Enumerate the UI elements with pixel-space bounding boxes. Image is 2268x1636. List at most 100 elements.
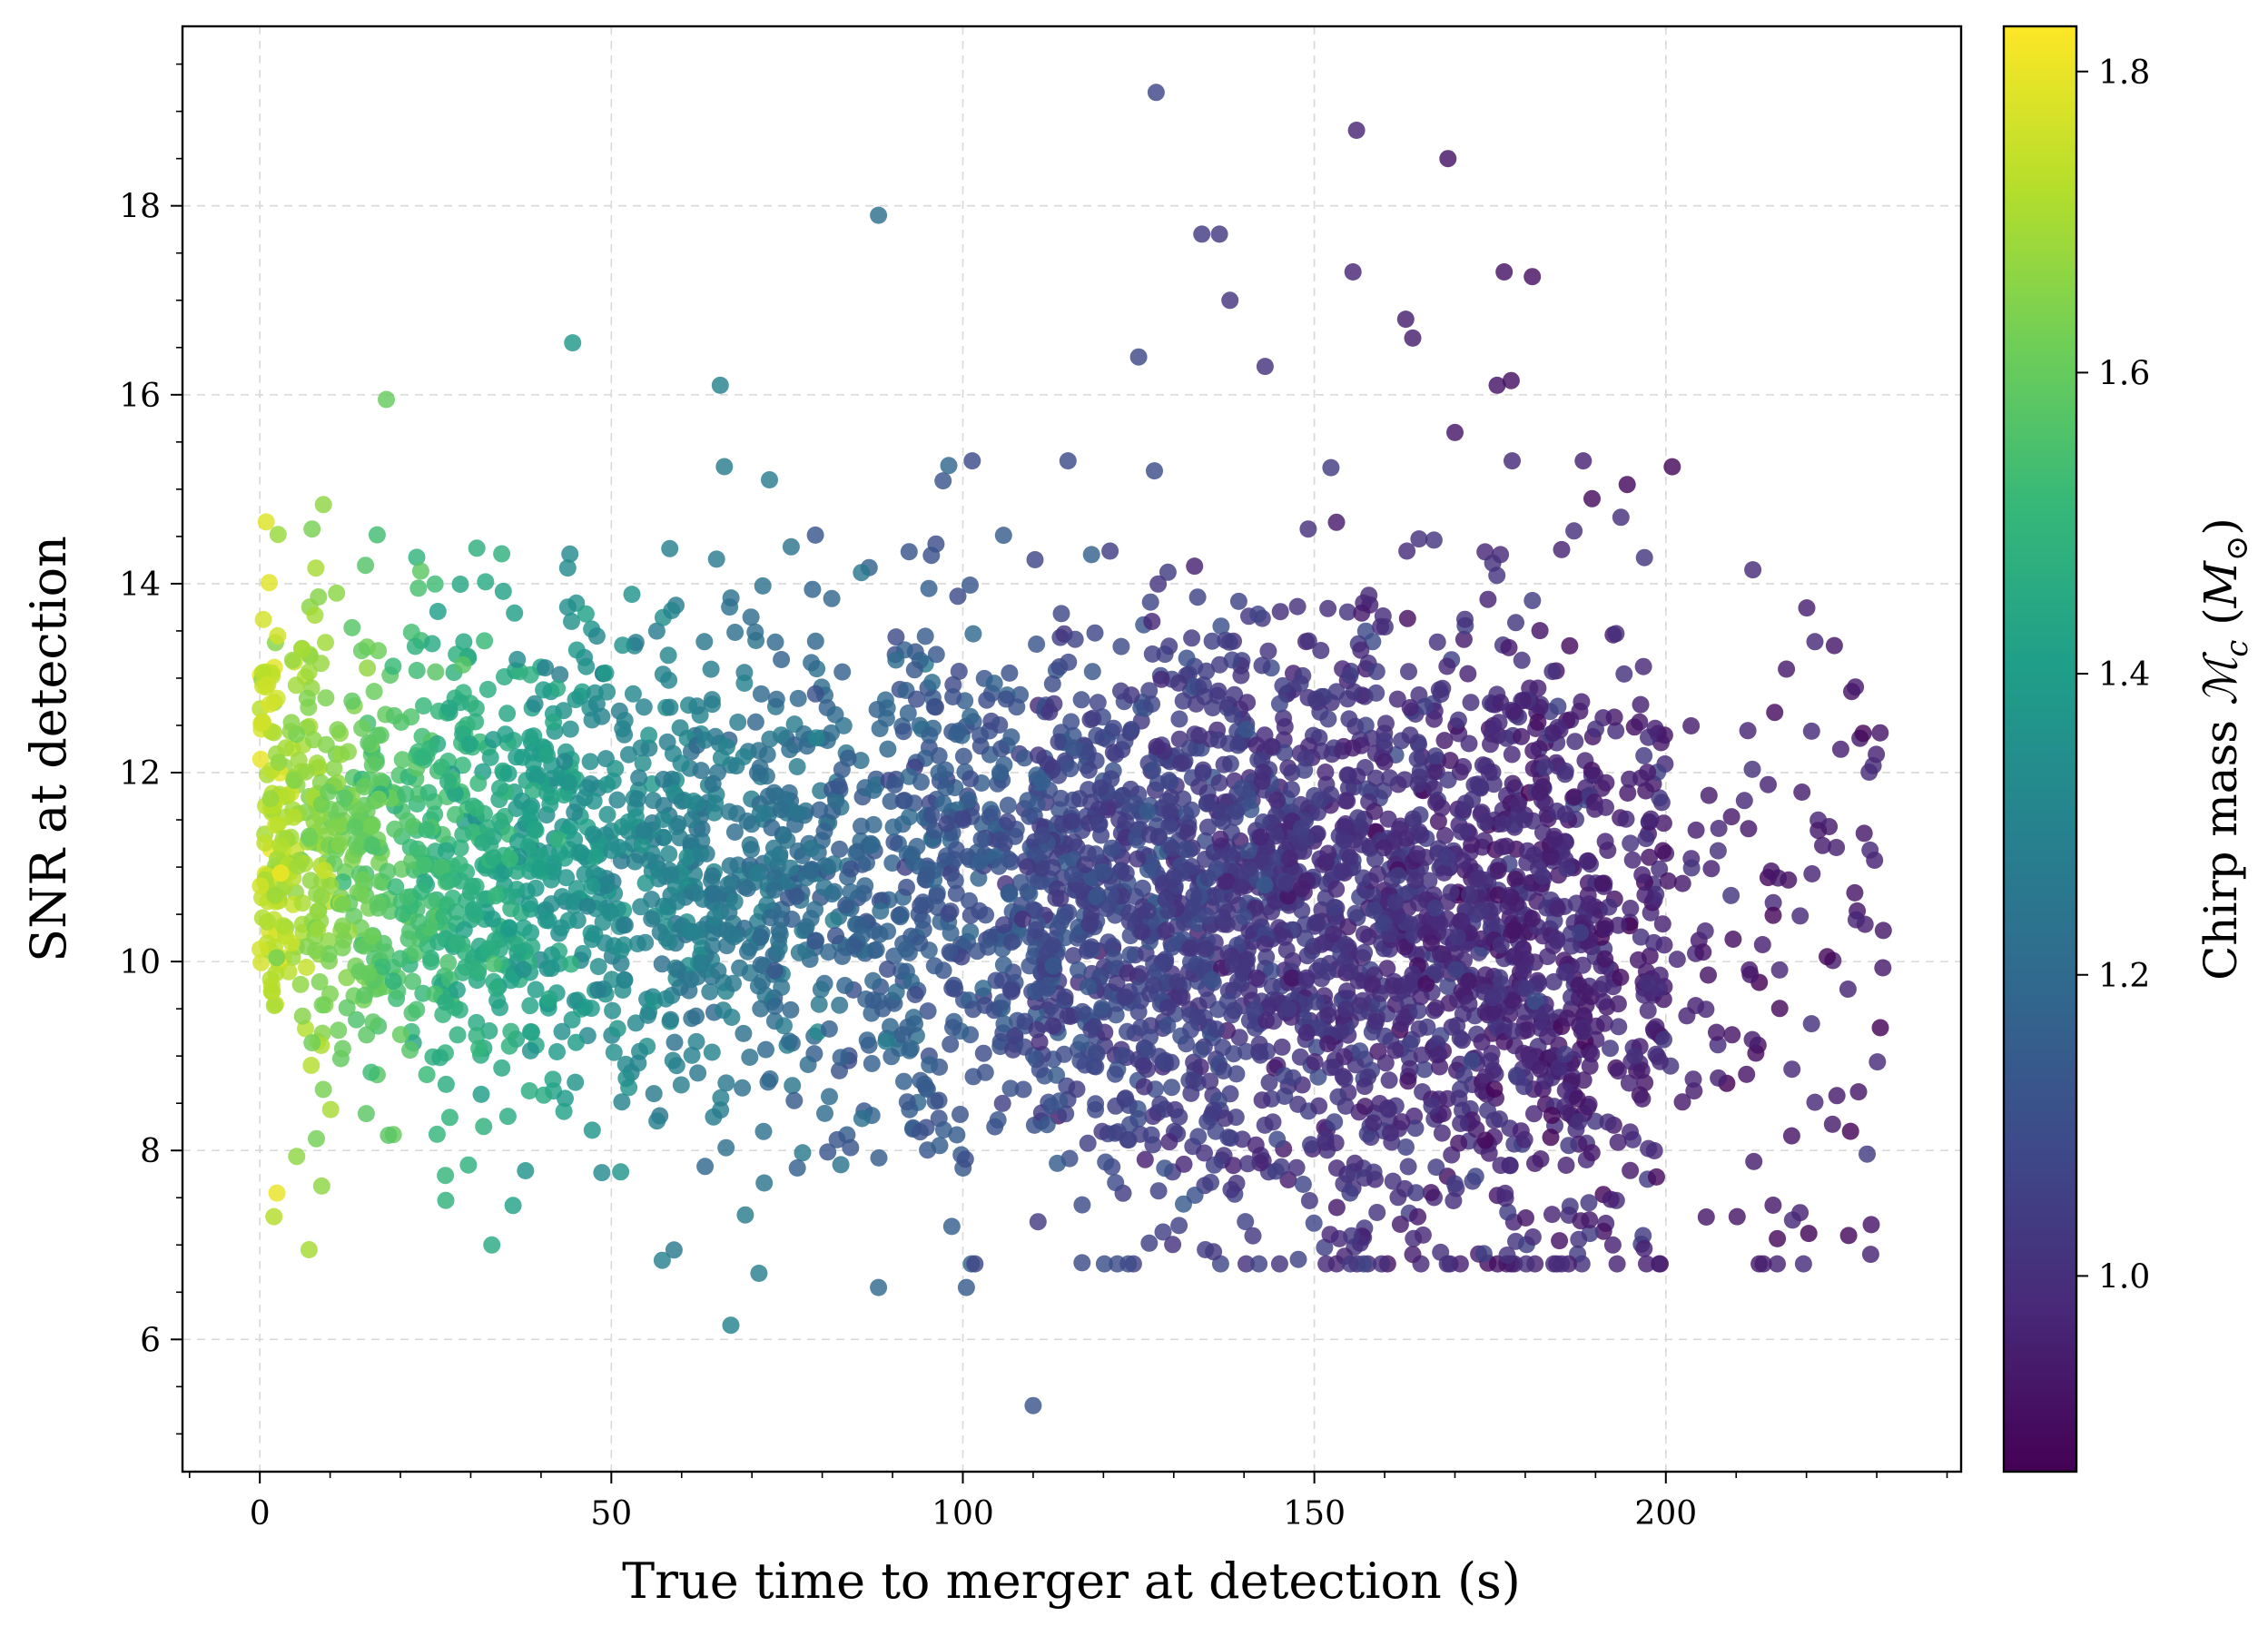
data-point: [976, 1063, 994, 1081]
data-point: [701, 982, 719, 1000]
data-point: [1224, 705, 1242, 724]
data-point: [1173, 989, 1191, 1006]
data-point: [1722, 886, 1740, 904]
data-point: [1212, 617, 1230, 636]
data-point: [1175, 1155, 1193, 1173]
data-point: [1338, 603, 1356, 621]
data-point: [1728, 1207, 1746, 1226]
data-point: [427, 663, 445, 681]
data-point: [317, 634, 334, 652]
data-point: [265, 1207, 283, 1226]
data-point: [545, 713, 563, 731]
data-point: [787, 887, 805, 905]
data-point: [439, 872, 457, 891]
data-point: [960, 791, 978, 809]
data-point: [1622, 900, 1640, 917]
data-point: [1573, 1022, 1591, 1040]
data-point: [1524, 592, 1542, 609]
data-point: [1088, 888, 1106, 906]
data-point: [833, 663, 852, 681]
data-point: [725, 823, 744, 841]
data-point: [663, 602, 681, 619]
data-point: [639, 1006, 657, 1024]
data-point: [454, 655, 472, 674]
data-point: [636, 874, 655, 892]
data-point: [1633, 866, 1652, 884]
data-point: [1108, 974, 1126, 992]
data-point: [1247, 1136, 1265, 1154]
data-point: [1684, 1070, 1702, 1089]
data-point: [1549, 697, 1567, 715]
data-point: [1368, 865, 1386, 883]
data-point: [1615, 665, 1633, 683]
data-point: [1381, 1124, 1399, 1142]
data-point: [636, 933, 655, 951]
data-point: [358, 1026, 376, 1044]
data-point: [1855, 824, 1873, 843]
data-point: [1635, 746, 1653, 764]
data-point: [1164, 1236, 1182, 1254]
data-point: [1560, 1137, 1578, 1155]
data-point: [1006, 827, 1024, 845]
data-point: [785, 1091, 804, 1109]
data-point: [1181, 939, 1199, 957]
data-point: [1635, 1239, 1653, 1257]
data-point: [431, 1049, 449, 1067]
data-point: [626, 634, 645, 652]
data-point: [837, 896, 855, 914]
data-point: [655, 796, 673, 814]
data-point: [543, 946, 561, 964]
data-point: [1507, 894, 1525, 912]
data-point: [418, 1066, 436, 1084]
data-point: [1129, 850, 1147, 868]
data-point: [752, 956, 770, 974]
data-point: [437, 1075, 455, 1093]
data-point: [426, 575, 444, 593]
data-point: [811, 801, 829, 819]
data-point: [608, 791, 626, 809]
data-point: [938, 814, 956, 833]
data-point: [1429, 813, 1447, 831]
data-point: [1809, 822, 1828, 840]
data-point: [925, 957, 943, 975]
data-point: [312, 1177, 330, 1195]
data-point: [853, 817, 870, 835]
data-point: [1524, 1228, 1542, 1246]
data-point: [1482, 1052, 1500, 1070]
data-point: [1136, 1150, 1154, 1168]
data-point: [523, 744, 541, 762]
data-point: [1129, 1109, 1148, 1128]
data-point: [757, 1040, 774, 1059]
data-point: [540, 990, 558, 1008]
data-point: [1753, 936, 1771, 953]
data-point: [918, 866, 936, 883]
data-point: [451, 576, 469, 593]
data-point: [391, 1026, 409, 1044]
data-point: [1702, 860, 1721, 878]
data-point: [1694, 943, 1712, 961]
data-point: [1754, 1255, 1772, 1273]
data-point: [832, 1049, 850, 1067]
data-point: [593, 1164, 611, 1182]
data-point: [1596, 917, 1614, 935]
data-point: [738, 880, 756, 898]
data-point: [597, 664, 615, 682]
data-point: [357, 557, 375, 575]
data-point: [1426, 899, 1445, 917]
data-point: [660, 862, 678, 880]
data-point: [1078, 941, 1096, 960]
data-point: [1365, 902, 1383, 920]
data-point: [831, 840, 849, 858]
data-point: [1356, 1078, 1374, 1096]
data-point: [501, 850, 519, 868]
data-point: [797, 918, 815, 936]
data-point: [311, 973, 329, 990]
data-point: [1659, 872, 1677, 890]
data-point: [995, 916, 1013, 934]
data-point: [1344, 739, 1362, 757]
data-point: [1745, 1152, 1763, 1170]
data-point: [1536, 758, 1554, 776]
data-point: [348, 1010, 365, 1029]
data-point: [278, 786, 296, 804]
